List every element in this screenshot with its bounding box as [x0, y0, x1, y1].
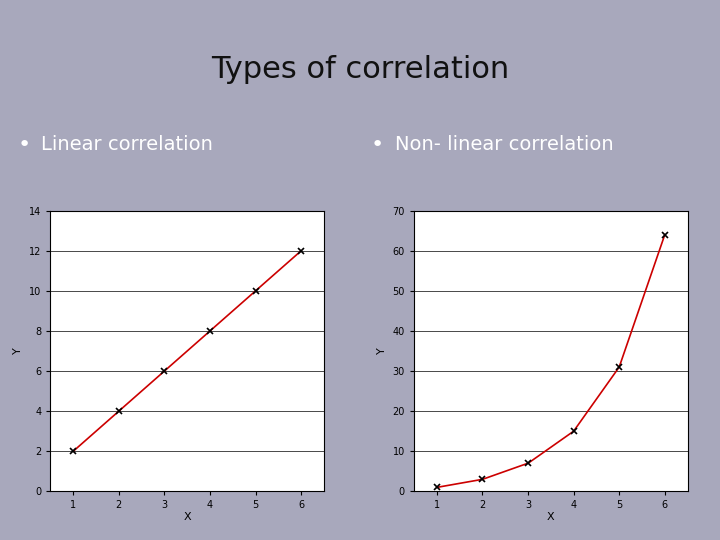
Y-axis label: Y: Y [13, 348, 23, 354]
Text: •: • [17, 135, 31, 155]
X-axis label: X: X [184, 512, 191, 522]
X-axis label: X: X [547, 512, 554, 522]
Y-axis label: Y: Y [377, 348, 387, 354]
Text: •: • [371, 135, 384, 155]
Text: Linear correlation: Linear correlation [42, 135, 213, 154]
Text: Non- linear correlation: Non- linear correlation [395, 135, 613, 154]
Text: Types of correlation: Types of correlation [211, 55, 509, 84]
